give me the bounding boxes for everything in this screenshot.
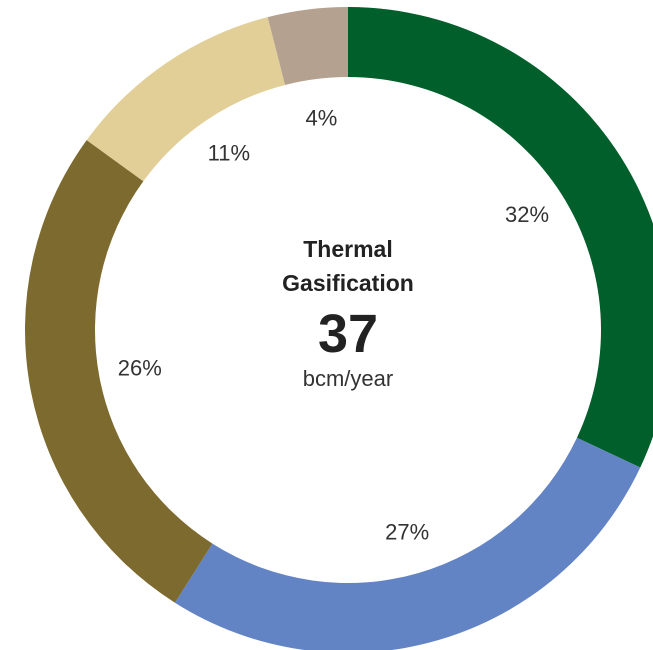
- total-unit: bcm/year: [302, 366, 394, 391]
- donut-slice: [25, 140, 213, 603]
- donut-slice: [174, 437, 641, 650]
- slice-label: 11%: [208, 140, 250, 165]
- donut-slice: [348, 7, 653, 468]
- slice-label: 4%: [306, 105, 338, 130]
- donut-slice: [267, 7, 348, 85]
- slice-label: 32%: [505, 202, 549, 227]
- center-label: Thermal Gasification 37 bcm/year: [248, 232, 448, 392]
- chart-title: Thermal Gasification: [282, 236, 414, 296]
- total-value: 37: [317, 304, 379, 364]
- slice-label: 27%: [385, 519, 429, 544]
- donut-slice: [86, 17, 286, 182]
- slice-label: 26%: [118, 356, 162, 381]
